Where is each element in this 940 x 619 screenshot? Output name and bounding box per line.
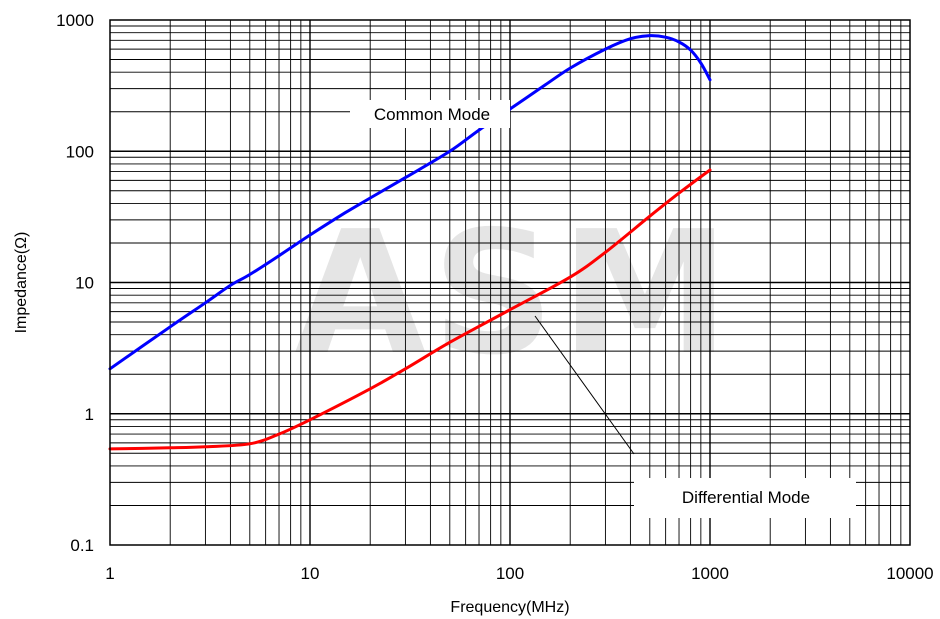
differential-mode-line [108,168,712,451]
differential-mode-label-bg [634,478,856,518]
y-tick-label: 0.1 [70,536,94,555]
x-tick-label: 10000 [886,564,933,583]
y-axis-label: Impedance(Ω) [13,232,30,334]
x-tick-label: 10 [301,564,320,583]
y-tick-label: 1000 [56,11,94,30]
leader-line [534,315,635,455]
common-mode-line [108,34,712,371]
x-tick-label: 1 [105,564,114,583]
x-tick-label: 100 [496,564,524,583]
plot-frame [109,19,911,546]
common-mode-label: Common Mode [374,105,490,124]
x-tick-label: 1000 [691,564,729,583]
watermark-text: ASM [294,195,735,393]
x-axis-label: Frequency(MHz) [450,599,569,616]
y-tick-label: 10 [75,274,94,293]
grid [110,20,910,545]
common-mode-label-bg [350,100,510,128]
y-tick-label: 100 [66,142,94,161]
y-tick-label: 1 [85,405,94,424]
differential-mode-label: Differential Mode [682,488,810,507]
